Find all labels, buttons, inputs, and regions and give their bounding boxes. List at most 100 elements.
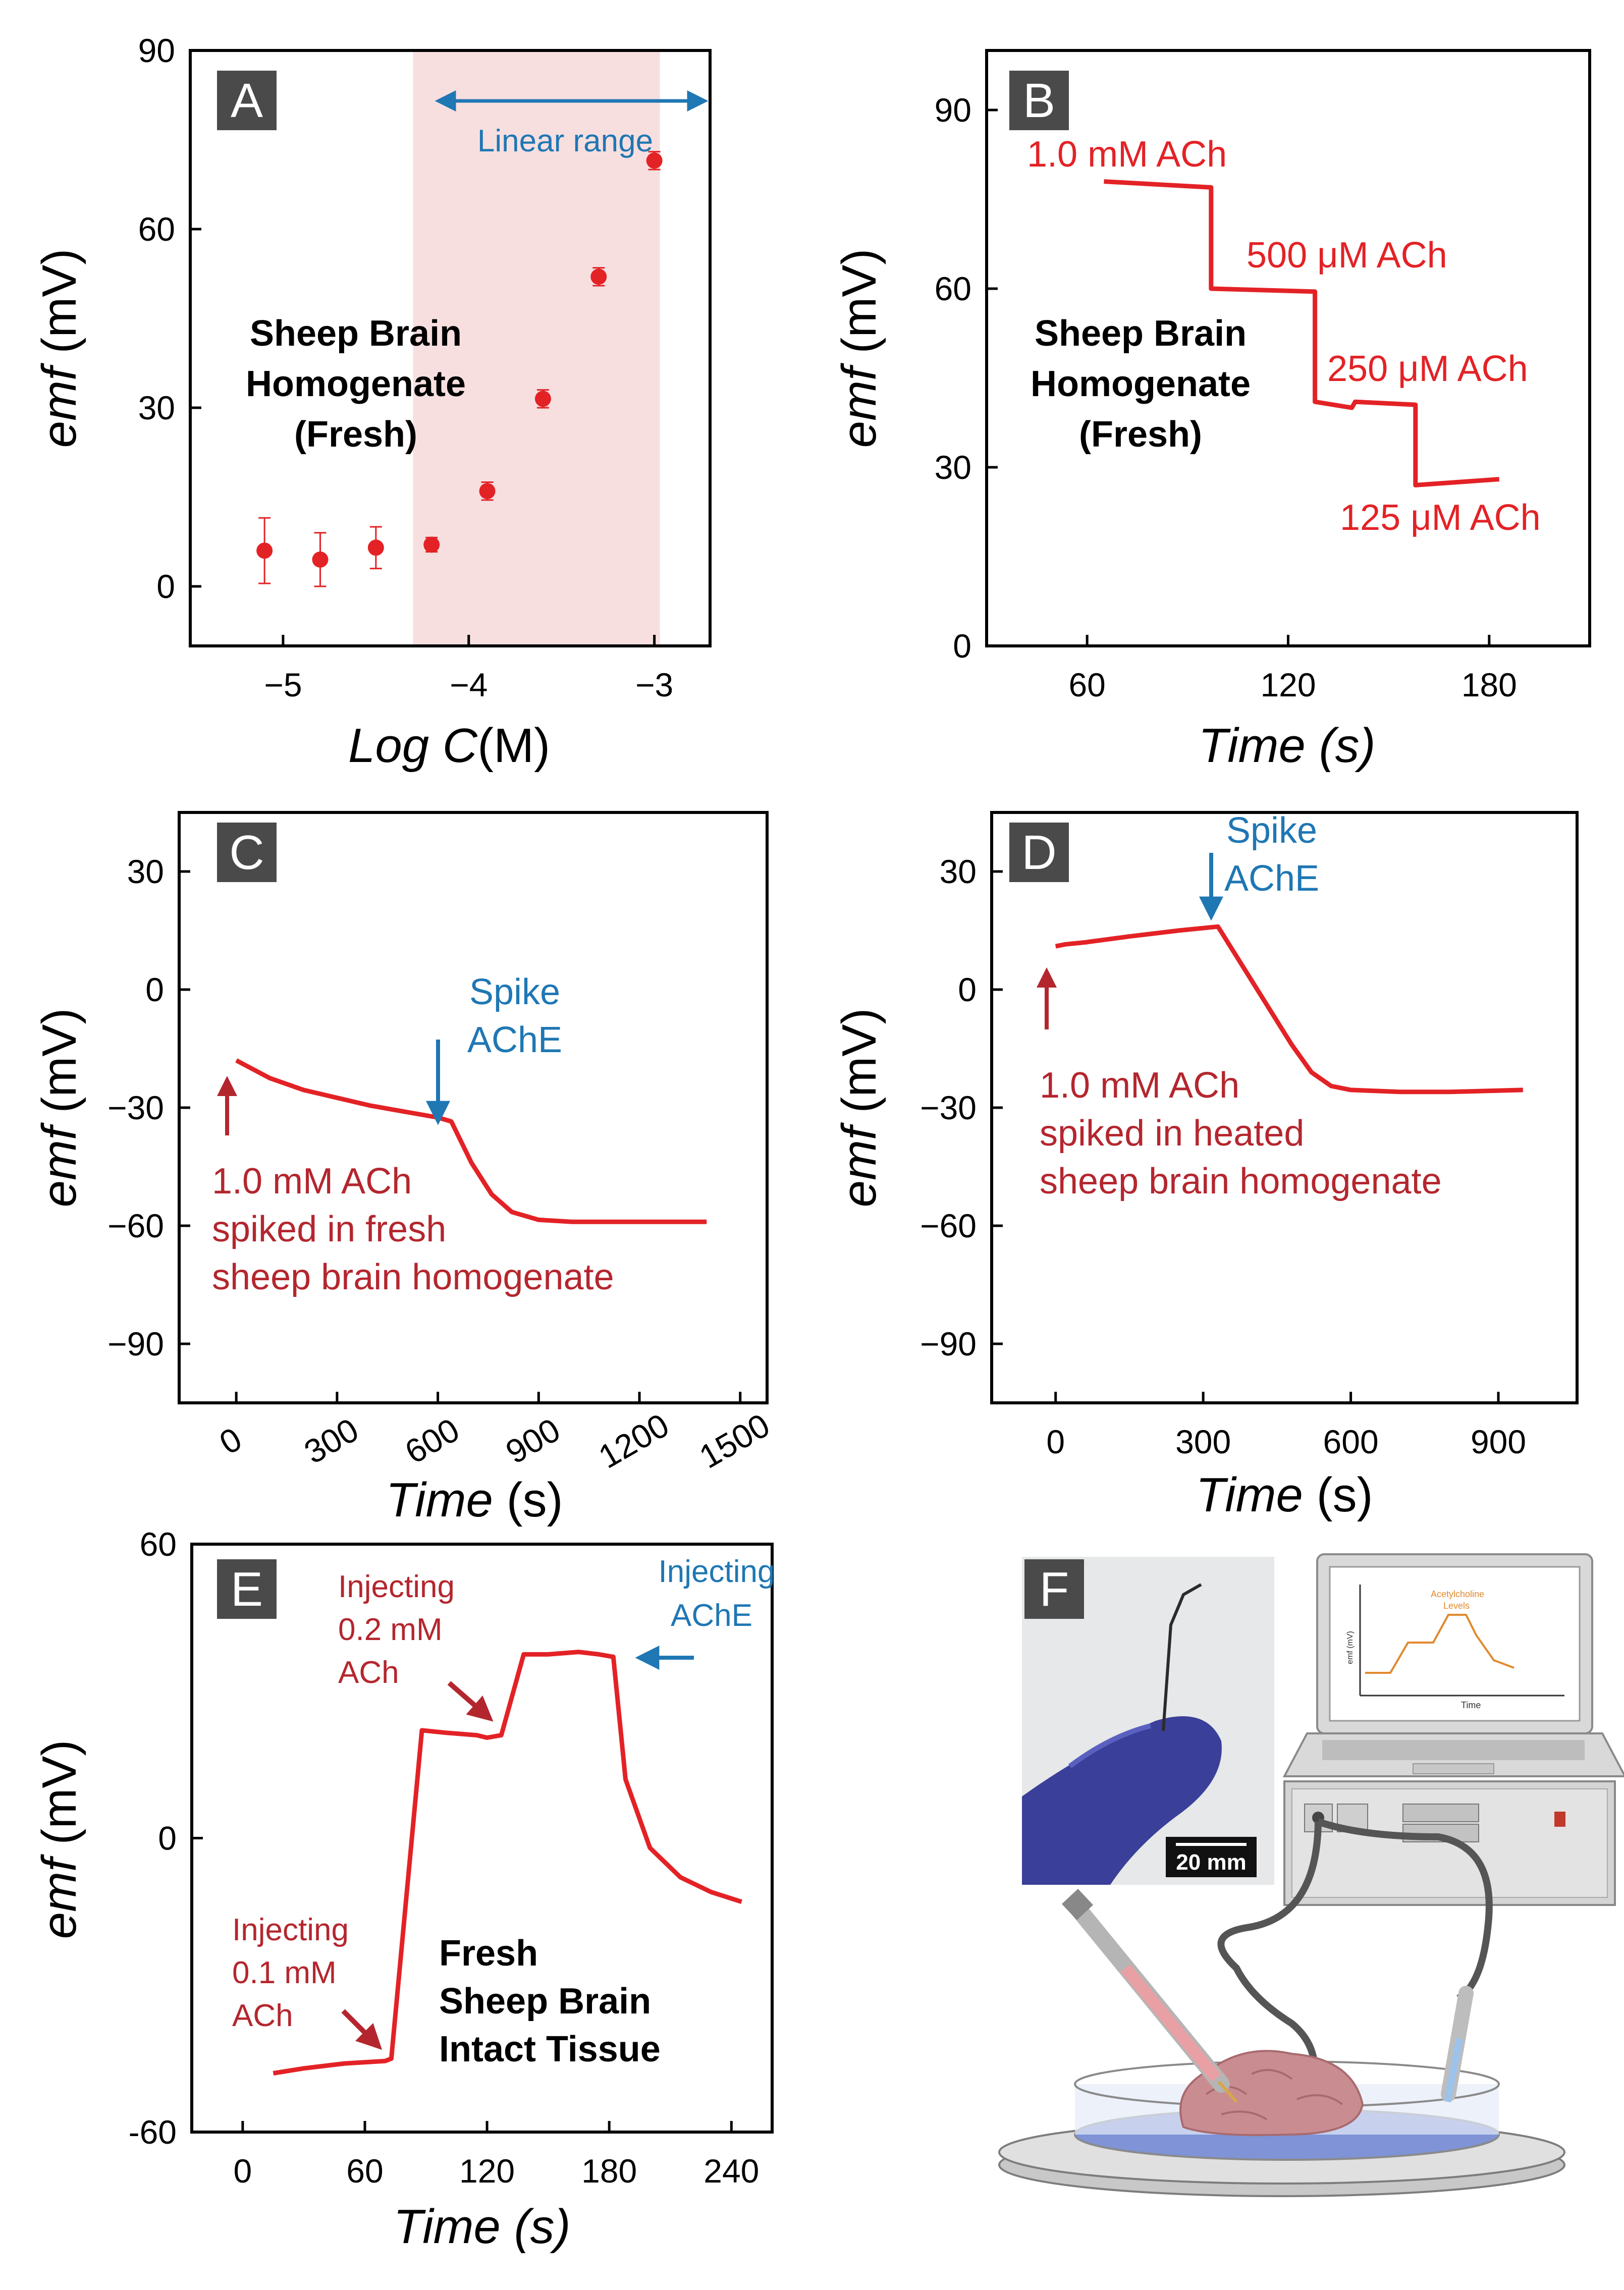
panel-e-annotation-line3: Intact Tissue [439,2029,661,2069]
panel-c: 0 300 600 900 1200 1500 −90 −60 −30 0 30 C Spike A… [32,811,776,1527]
electrode-cable [1217,1821,1322,2090]
panel-f-letter-box [1024,1559,1084,1619]
panel-a-ticks: −5 −4 −3 0 30 60 90 [138,32,674,703]
x-tick-label: 120 [1260,666,1316,703]
panel-d-letter-box [1009,823,1069,882]
gloved-finger [1022,1716,1222,1885]
x-tick-label: 1500 [693,1406,776,1475]
panel-d-note-line2: spiked in heated [1040,1113,1304,1154]
y-tick-label: −90 [920,1325,977,1362]
panel-d-y-axis-label: emf (mV) [832,1008,886,1208]
laptop-trackpad [1413,1763,1494,1774]
y-tick-label: 60 [935,270,971,307]
y-tick-label: 30 [138,389,175,426]
panel-d: 0 300 600 900 −90 −60 −30 0 30 D Spike AChE 1.0 … [832,810,1579,1522]
x-tick-label: 180 [1461,666,1517,703]
reference-electrode [1441,1986,1474,2103]
x-tick-label: 60 [346,2152,383,2190]
panel-b-letter: B [1023,74,1055,128]
panel-a-y-axis-label: emf (mV) [32,249,86,448]
syringe-plunger [1061,1888,1094,1921]
x-tick-label: 900 [500,1411,566,1471]
x-tick-label: 600 [1323,1423,1379,1460]
series-line [1104,179,1500,487]
data-point [312,551,329,568]
panel-e: 0 60 120 180 240 -60 0 60 E Injecting 0.2 mM AC… [32,1525,775,2254]
data-point [534,391,551,407]
panel-b-letter-box [1009,71,1069,130]
panel-d-spike-label-line1: Spike [1226,810,1317,851]
series-line [273,1650,742,2076]
y-tick-label: −90 [107,1325,164,1362]
y-tick-label: −30 [920,1089,977,1126]
panel-a-annotation-line2: Homogenate [246,364,466,404]
panel-d-letter: D [1021,826,1056,880]
x-tick-label: −3 [635,666,673,703]
panel-c-axes-frame [178,811,769,1404]
panel-a-letter: A [231,74,263,128]
panel-e-inj1-line2: 0.1 mM [232,1955,337,1990]
panel-e-inj2-line2: 0.2 mM [338,1612,443,1647]
panel-c-letter: C [229,826,264,880]
linear-range-label: Linear range [477,124,653,158]
panel-d-x-axis-label: Time (s) [1196,1468,1373,1522]
panel-e-inj1-line1: Injecting [232,1913,349,1947]
panel-b-label-250uM: 250 μM ACh [1327,349,1528,389]
panel-e-annotation-line2: Sheep Brain [439,1981,651,2022]
panel-f: 20 mm F Acetylcholine Levels Time emf (m… [998,1553,1624,2197]
panel-e-inj3-line1: Injecting [659,1554,775,1589]
data-point [367,539,384,556]
y-tick-label: −60 [920,1207,977,1244]
y-tick-label: 90 [138,32,175,69]
x-tick-label: 0 [213,1420,248,1461]
panel-c-note-line2: spiked in fresh [212,1209,446,1249]
panel-e-inj1-line3: ACh [232,1998,293,2033]
y-tick-label: 0 [953,627,971,665]
y-tick-label: -60 [129,2113,177,2151]
x-tick-label: −4 [450,666,488,703]
x-tick-label: 1200 [592,1406,675,1475]
panel-c-letter-box [217,823,277,882]
x-tick-label: 120 [459,2152,515,2190]
data-point [646,152,663,169]
glove-highlight [1068,1723,1152,1769]
panel-b-label-1mM: 1.0 mM ACh [1027,134,1227,175]
panel-b-data [1104,179,1500,487]
syringe-liquid [1120,1964,1221,2082]
syringe-needle [1217,2081,1238,2103]
x-tick-label: 300 [1175,1423,1231,1460]
reference-electrode-tip [1444,2038,1463,2103]
panel-e-inj2-line1: Injecting [338,1569,455,1604]
electrode-tip [1172,1602,1182,1620]
y-tick-label: −30 [107,1089,164,1126]
data-point [423,536,440,553]
x-tick-label: 0 [234,2152,252,2190]
laptop-plot-title: Acetylcholine [1431,1589,1484,1599]
panel-d-spike-label-line2: AChE [1224,858,1319,899]
panel-b-x-axis-label: Time (s) [1198,719,1375,773]
panel-d-axes-frame [990,811,1579,1404]
laptop-plot-xlabel: Time [1461,1700,1481,1710]
panel-b-annotation-line2: Homogenate [1031,364,1251,404]
x-tick-label: 180 [581,2152,637,2190]
x-tick-label: 600 [399,1411,465,1471]
panel-e-inj1-arrow [341,2009,383,2050]
panel-c-note-line1: 1.0 mM ACh [212,1161,412,1202]
panel-e-x-axis-label: Time (s) [393,2200,570,2254]
panel-e-axes-frame [190,1543,774,2134]
y-tick-label: 60 [138,210,175,248]
panel-b-ticks: 60 120 180 0 30 60 90 [935,91,1517,703]
y-tick-label: −60 [107,1207,164,1244]
panel-c-ticks: 0 300 600 900 1200 1500 −90 −60 −30 0 30 [107,853,776,1476]
panel-a: −5 −4 −3 0 30 60 90 Linear range A Sheep Brain… [32,32,712,773]
panel-a-data [256,151,663,587]
panel-b-annotation-line3: (Fresh) [1079,414,1202,455]
series-line [235,1058,707,1224]
panel-b-annotation-line1: Sheep Brain [1035,313,1247,354]
y-tick-label: 0 [958,971,977,1008]
panel-c-note-line3: sheep brain homogenate [212,1257,614,1297]
laptop-plot-line [1365,1614,1514,1674]
linear-range-band [413,52,660,644]
scale-bar-label: 20 mm [1176,1850,1246,1875]
